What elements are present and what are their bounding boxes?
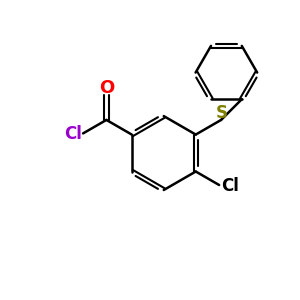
- Text: O: O: [99, 79, 114, 97]
- Text: Cl: Cl: [221, 177, 239, 195]
- Text: Cl: Cl: [64, 125, 82, 143]
- Text: S: S: [216, 104, 228, 122]
